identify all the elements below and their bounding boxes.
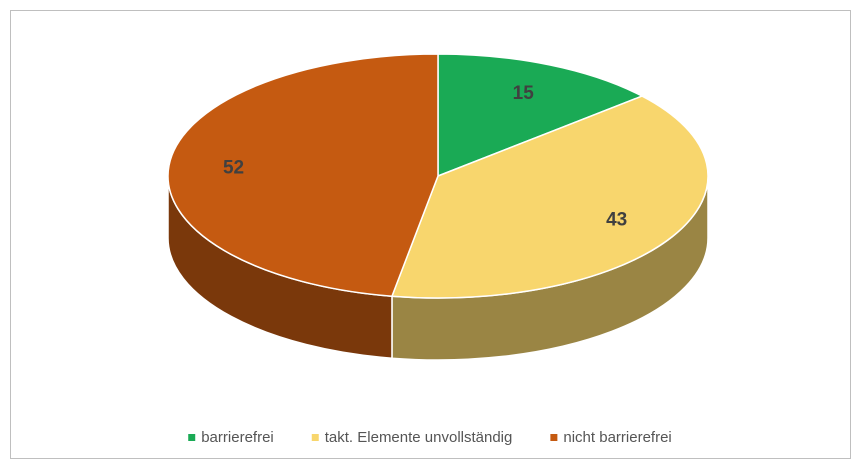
pie-slice [390,95,709,299]
legend-label: takt. Elemente unvollständig [325,429,513,446]
pie-slice [437,53,644,178]
legend-label: barrierefrei [201,429,274,446]
legend-swatch [311,434,319,441]
data-labels: 15 43 52 [223,83,627,231]
data-label: 52 [223,157,244,178]
legend-swatch [188,434,196,441]
legend: barrierefrei takt. Elemente unvollständig… [188,429,672,446]
pie-tops [167,53,709,299]
data-label: 15 [513,83,535,104]
legend-label: nicht barrierefrei [563,429,671,446]
pie-slice [167,53,439,298]
data-label: 43 [606,209,627,230]
legend-swatch [550,434,558,441]
